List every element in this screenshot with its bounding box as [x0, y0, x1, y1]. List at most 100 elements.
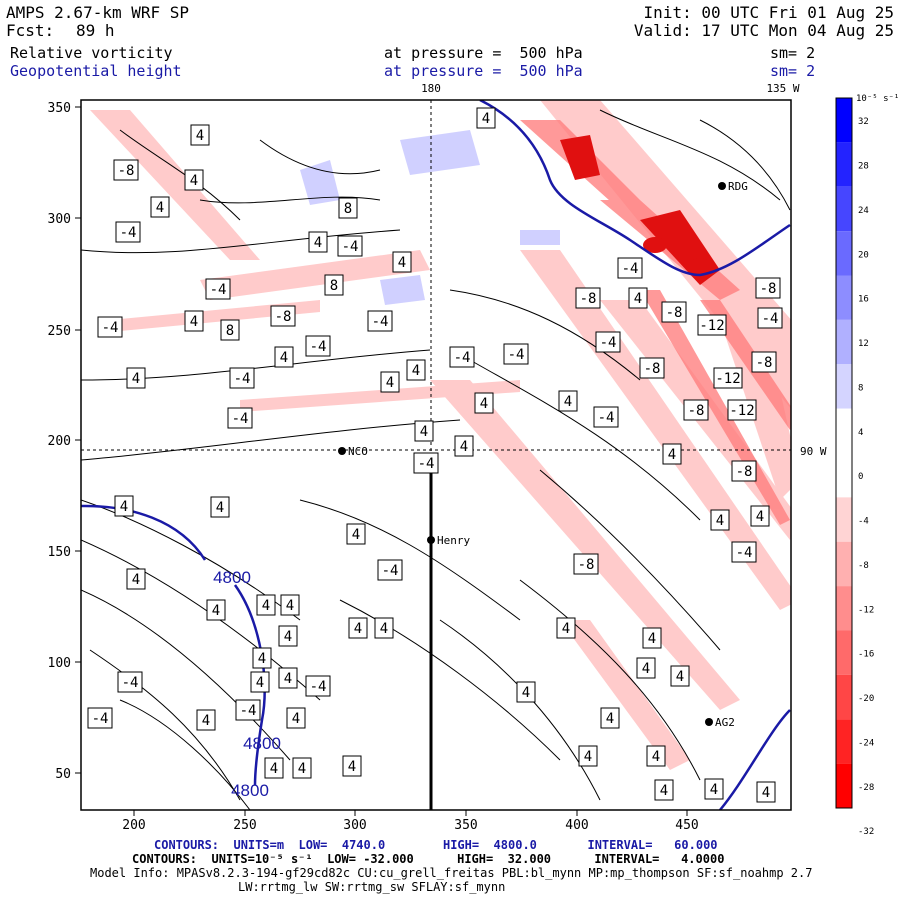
vorticity-label-box — [126, 367, 146, 389]
y-tick-label: 250 — [48, 324, 71, 339]
vorticity-label-box — [184, 169, 204, 191]
vorticity-label: -8 — [580, 291, 597, 307]
vorticity-label-box — [292, 757, 312, 779]
vorticity-label-box — [342, 755, 362, 777]
vorticity-label: 4 — [762, 785, 770, 801]
vorticity-label: -8 — [756, 355, 773, 371]
vorticity-label-box — [710, 509, 730, 531]
vorticity-label-box — [558, 390, 578, 412]
colorbar-tick-label: 20 — [858, 250, 869, 260]
colorbar-tick-label: -20 — [858, 694, 874, 704]
y-axis-ticks: 350 300 250 200 150 100 50 — [48, 101, 81, 782]
vorticity-label-box — [256, 594, 276, 616]
vorticity-label: 4 — [202, 713, 210, 729]
vorticity-label-box — [235, 699, 261, 721]
colorbar-segment — [836, 674, 852, 720]
vorticity-label-box — [628, 287, 648, 309]
vorticity-label: -4 — [600, 335, 617, 351]
field2-smoothing: sm= 2 — [770, 62, 816, 80]
vorticity-label: -8 — [666, 305, 683, 321]
vorticity-label: 4 — [132, 371, 140, 387]
vorticity-label: 4 — [284, 671, 292, 687]
field2-name: Geopotential height — [10, 62, 182, 80]
y-tick-label: 200 — [48, 434, 71, 449]
colorbar-tick-label: 4 — [858, 428, 863, 438]
vorticity-label-box — [642, 627, 662, 649]
x-tick-label: 200 — [122, 818, 145, 833]
vorticity-label: 4 — [292, 711, 300, 727]
colorbar-segment — [836, 98, 852, 143]
colorbar-segment — [836, 364, 852, 409]
vorticity-label: 4 — [258, 651, 266, 667]
vorticity-label-box — [476, 107, 496, 129]
colorbar-segment — [836, 763, 852, 808]
vorticity-label: -4 — [310, 679, 327, 695]
vorticity-label: 4 — [648, 631, 656, 647]
height-label: 4800 — [213, 568, 251, 587]
colorbar-segment — [836, 231, 852, 276]
vorticity-label-box — [324, 274, 344, 296]
vorticity-label: -4 — [122, 675, 139, 691]
vorticity-label: -8 — [736, 464, 753, 480]
vorticity-label-box — [190, 124, 210, 146]
vorticity-label: 4 — [562, 621, 570, 637]
vorticity-label-box — [414, 420, 434, 442]
height-contours — [81, 100, 791, 810]
vorticity-label: -4 — [454, 350, 471, 366]
vorticity-label: -4 — [210, 282, 227, 298]
vorticity-label: 8 — [330, 278, 338, 294]
vorticity-label-box — [113, 159, 139, 181]
colorbar-tick-label: -24 — [858, 738, 874, 748]
meridian-135w-label: 135 W — [766, 82, 799, 95]
colorbar-tick-label: -4 — [858, 517, 869, 527]
colorbar-tick-label: -12 — [858, 605, 874, 615]
vorticity-label: 4 — [156, 200, 164, 216]
colorbar-tick-label: 16 — [858, 295, 869, 305]
vorticity-label-box — [348, 617, 368, 639]
vorticity-label-box — [278, 667, 298, 689]
vorticity-label-box — [454, 435, 474, 457]
colorbar-segment — [836, 719, 852, 764]
colorbar-segment — [836, 497, 852, 542]
init-time: Init: 00 UTC Fri 01 Aug 25 — [643, 3, 894, 22]
vorticity-label: 8 — [344, 201, 352, 217]
vorticity-label-box — [516, 681, 536, 703]
forecast-label: Fcst: — [6, 21, 55, 40]
vorticity-label: 4 — [386, 375, 394, 391]
vorticity-label-box — [196, 709, 216, 731]
x-tick-label: 250 — [233, 818, 256, 833]
field1-smoothing: sm= 2 — [770, 44, 816, 62]
x-tick-label: 300 — [343, 818, 366, 833]
vorticity-label-box — [639, 357, 665, 379]
vorticity-label-box — [286, 707, 306, 729]
vorticity-label-box — [264, 757, 284, 779]
vorticity-label: 4 — [256, 675, 264, 691]
vorticity-label: -8 — [644, 361, 661, 377]
station-dot — [427, 536, 435, 544]
vorticity-label: 4 — [652, 749, 660, 765]
vorticity-label-box — [727, 399, 757, 421]
vorticity-label: 4 — [216, 500, 224, 516]
vorticity-label-box — [227, 407, 253, 429]
vorticity-label-box — [751, 351, 777, 373]
vorticity-label: 4 — [480, 396, 488, 412]
vorticity-label-box — [556, 617, 576, 639]
colorbar-segment — [836, 586, 852, 631]
colorbar-tick-label: -16 — [858, 650, 874, 660]
y-tick-label: 300 — [48, 212, 71, 227]
vorticity-label-box — [731, 460, 757, 482]
vorticity-label-box — [617, 257, 643, 279]
vorticity-label: 4 — [190, 314, 198, 330]
vorticity-label: 4 — [348, 759, 356, 775]
vorticity-label: -4 — [382, 563, 399, 579]
vorticity-label: -4 — [372, 314, 389, 330]
vorticity-label-box — [661, 301, 687, 323]
colorbar-tick-label: 28 — [858, 162, 869, 172]
intense-core — [560, 135, 720, 285]
station-label: RDG — [728, 180, 748, 193]
vorticity-label-box — [278, 625, 298, 647]
x-axis-ticks: 200 250 300 350 400 450 — [122, 810, 699, 833]
vorticity-label: -12 — [729, 403, 754, 419]
colorbar-unit: 10⁻⁵ s⁻¹ — [856, 94, 899, 104]
station-markers: RDG NCO Henry AG2 — [338, 180, 748, 729]
